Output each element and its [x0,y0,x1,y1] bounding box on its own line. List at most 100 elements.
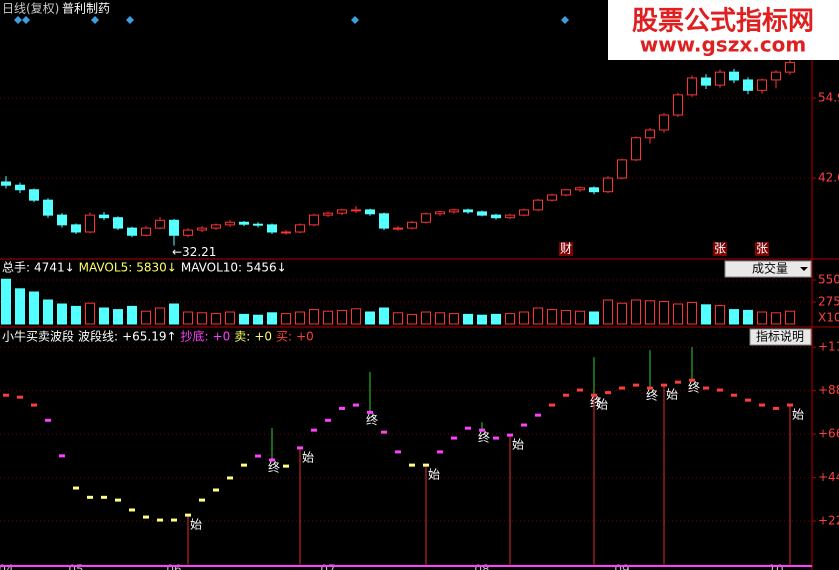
volume-bar [379,307,389,325]
candle-body [337,209,347,214]
indicator-dot [619,386,625,390]
indicator-name: 小牛买卖波段 [2,329,74,344]
indicator-dot [297,446,303,450]
indicator-dot [717,388,723,392]
candle-body [85,214,95,233]
indicator-dot [605,391,611,395]
candle-body [421,213,431,223]
candle-body [155,219,165,229]
indicator-dot [535,413,541,417]
candle-body [519,209,529,216]
volume-bar [323,310,333,325]
candle-body [729,71,739,81]
dropdown-arrow[interactable] [800,267,808,271]
candle-body [225,221,235,226]
candle-body [99,214,109,219]
indicator-dot [689,378,695,382]
event-marker [14,16,22,24]
volume-bar [785,310,795,325]
legend-value: 5456↓ [246,261,287,275]
volume-bar [169,303,179,325]
candle-body [393,227,403,230]
legend-label: 买: [276,330,292,344]
candle-body [617,159,627,179]
candle-body [57,214,67,226]
candle-body [533,199,543,211]
volume-bar [183,311,193,325]
volume-bar [645,300,655,325]
watermark-box [608,0,839,60]
watermark-url: www.gszx.com [640,33,807,57]
candle-body [141,227,151,236]
volume-bar [155,307,165,325]
volume-bar [351,308,361,325]
candle-body [673,94,683,116]
indicator-dot [59,454,65,458]
indicator-dot [675,380,681,384]
indicator-dot [563,393,569,397]
watermark-title: 股票公式指标网 [632,7,814,37]
dropdown-label[interactable]: 成交量 [752,261,788,276]
sell-signal-label: 终 [590,395,602,410]
indicator-dot [73,486,79,490]
volume-bar [57,303,67,325]
volume-bar [533,307,543,325]
candle-body [659,114,669,131]
low-label: ←32.21 [172,245,216,259]
candle-body [253,223,263,226]
buy-signal-label: 始 [302,450,314,464]
volume-bar [743,309,753,325]
volume-bar [225,311,235,325]
candle-body [379,213,389,229]
indicator-dot [633,383,639,387]
indicator-dot [227,476,233,480]
volume-bar [267,312,277,325]
candle-body [575,187,585,191]
candle-body [197,227,207,231]
indicator-dot [185,513,191,517]
volume-bar [365,311,375,325]
candle-body [295,224,305,233]
candle-body [477,211,487,216]
volume-bar [491,313,501,325]
indicator-dot [269,458,275,462]
y-tick-label: +110 [818,340,839,354]
indicator-dot [731,393,737,397]
volume-bar [463,313,473,325]
sell-signal-label: 终 [366,412,378,427]
period-label: 日线(复权) [2,2,59,16]
candle-body [631,137,641,161]
volume-bar [253,314,263,325]
candle-body [267,224,277,233]
volume-bar [729,309,739,325]
indicator-help-button[interactable] [749,328,812,346]
candle-body [365,209,375,215]
volume-bar [435,312,445,325]
candle-body [309,214,319,226]
buy-signal-label: 始 [666,388,678,402]
volume-bar [547,309,557,325]
indicator-dot [283,464,289,468]
volume-bar [295,311,305,325]
candle-body [351,209,361,212]
help-label[interactable]: 指标说明 [756,329,804,344]
indicator-dot [143,515,149,519]
indicator-dot [577,388,583,392]
candle-body [15,184,25,191]
candle-body [687,77,697,96]
indicator-dot [101,495,107,499]
candle-body [211,224,221,229]
candle-body [435,211,445,215]
volume-bar [127,305,137,325]
indicator-dot [129,508,135,512]
indicator-dot [157,518,163,522]
indicator-dot [773,406,779,410]
legend-label: MAVOL10: [181,261,242,275]
volume-bar [477,314,487,325]
indicator-dot [3,393,9,397]
volume-bar [771,312,781,325]
indicator-dropdown[interactable] [724,260,812,278]
y-tick-label: 550 [818,273,839,287]
event-markers [14,16,569,24]
volume-bar [197,312,207,325]
